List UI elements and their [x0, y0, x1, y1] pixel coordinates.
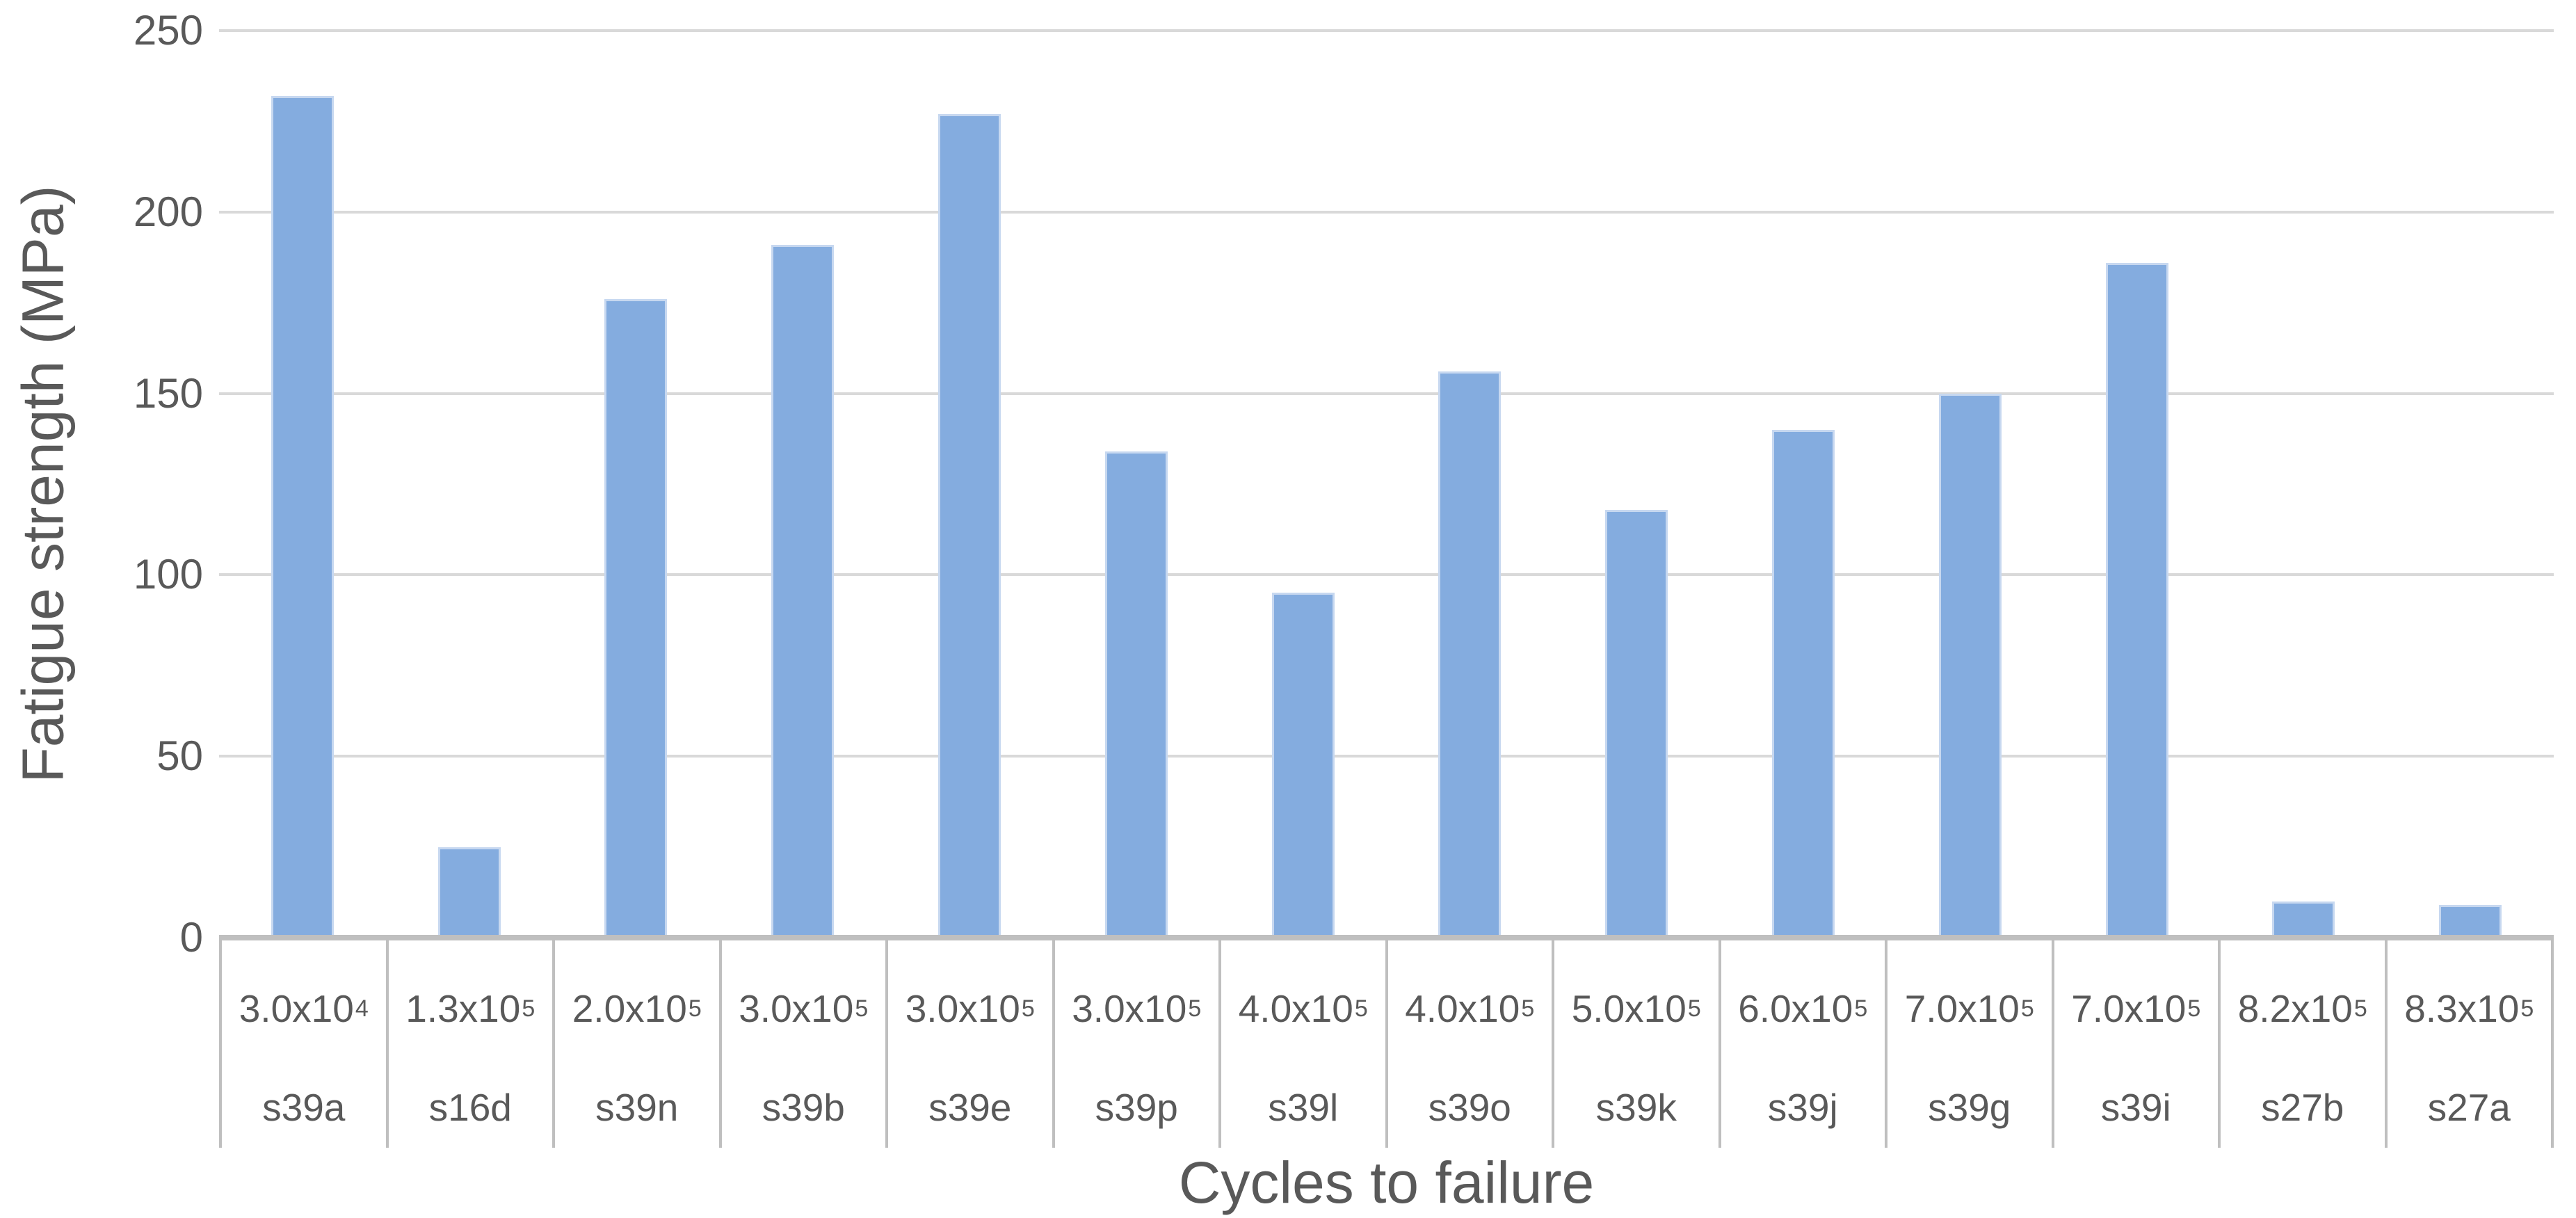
category-cycles-label: 3.0x10 5: [888, 938, 1052, 1080]
category-cycles-label: 3.0x10 5: [1055, 938, 1219, 1080]
category-cell-s39e: 3.0x10 5 s39e: [888, 938, 1055, 1148]
category-specimen-label: s39i: [2100, 1086, 2171, 1130]
category-cycles-label: 3.0x10 4: [222, 938, 386, 1080]
category-specimen-label: s39l: [1268, 1086, 1339, 1130]
cycles-exponent: 5: [2520, 995, 2534, 1022]
category-cell-s39a: 3.0x10 4 s39a: [219, 938, 389, 1148]
cycles-exponent: 5: [1854, 995, 1868, 1022]
bar-s39j: [1772, 430, 1835, 938]
category-cycles-label: 7.0x10 5: [1887, 938, 2052, 1080]
category-specimen-label: s16d: [428, 1086, 512, 1130]
category-cycles-label: 4.0x10 5: [1388, 938, 1552, 1080]
y-tick-label-100: 100: [133, 551, 203, 598]
category-cell-s39l: 4.0x10 5 s39l: [1221, 938, 1388, 1148]
cycles-mantissa: 3.0x10: [1072, 987, 1187, 1031]
category-specimen-label: s39p: [1095, 1086, 1178, 1130]
category-cycles-label: 4.0x10 5: [1221, 938, 1385, 1080]
bar-s39a: [271, 96, 334, 938]
category-cell-s39k: 5.0x10 5 s39k: [1554, 938, 1721, 1148]
category-specimen-label: s39j: [1767, 1086, 1838, 1130]
bar-s39b: [771, 245, 834, 938]
category-specimen-label: s39o: [1428, 1086, 1511, 1130]
y-axis-title: Fatigue strength (MPa): [10, 185, 76, 783]
cycles-mantissa: 1.3x10: [405, 987, 521, 1031]
category-cell-s39g: 7.0x10 5 s39g: [1887, 938, 2054, 1148]
category-cell-s16d: 1.3x10 5 s16d: [389, 938, 555, 1148]
category-specimen-label: s39n: [595, 1086, 679, 1130]
category-cell-s39o: 4.0x10 5 s39o: [1388, 938, 1554, 1148]
y-tick-label-200: 200: [133, 189, 203, 235]
bar-s39o: [1438, 371, 1501, 938]
gridline-150: [219, 392, 2554, 395]
x-axis-title: Cycles to failure: [1178, 1150, 1595, 1215]
bar-s39n: [604, 299, 667, 938]
cycles-mantissa: 3.0x10: [739, 987, 854, 1031]
cycles-exponent: 5: [522, 995, 536, 1022]
y-tick-label-50: 50: [156, 732, 203, 779]
cycles-exponent: 5: [1687, 995, 1701, 1022]
x-axis-label-strip: 3.0x10 4 s39a 1.3x10 5 s16d 2.0x10 5 s39n 3.0x10 5…: [219, 938, 2554, 1148]
bar-s39k: [1605, 510, 1668, 938]
cycles-exponent: 5: [688, 995, 702, 1022]
cycles-exponent: 5: [1521, 995, 1535, 1022]
cycles-exponent: 5: [855, 995, 869, 1022]
cycles-exponent: 4: [355, 995, 369, 1022]
cycles-mantissa: 6.0x10: [1738, 987, 1853, 1031]
category-cell-s27b: 8.2x10 5 s27b: [2221, 938, 2388, 1148]
gridline-250: [219, 29, 2554, 32]
category-specimen-label: s39g: [1928, 1086, 2011, 1130]
bar-s39l: [1272, 593, 1335, 938]
cycles-exponent: 5: [2187, 995, 2201, 1022]
gridline-50: [219, 755, 2554, 758]
category-cycles-label: 5.0x10 5: [1554, 938, 1718, 1080]
bar-s16d: [438, 847, 501, 938]
cycles-mantissa: 7.0x10: [2071, 987, 2187, 1031]
category-specimen-label: s27a: [2427, 1086, 2511, 1130]
category-cell-s39n: 2.0x10 5 s39n: [555, 938, 722, 1148]
cycles-exponent: 5: [1021, 995, 1035, 1022]
cycles-exponent: 5: [1354, 995, 1368, 1022]
cycles-mantissa: 8.3x10: [2404, 987, 2520, 1031]
cycles-mantissa: 2.0x10: [572, 987, 687, 1031]
cycles-mantissa: 3.0x10: [239, 987, 354, 1031]
category-cycles-label: 6.0x10 5: [1721, 938, 1885, 1080]
category-specimen-label: s39k: [1595, 1086, 1677, 1130]
bar-s39p: [1105, 451, 1168, 938]
bar-s27a: [2439, 905, 2502, 938]
category-cycles-label: 3.0x10 5: [722, 938, 886, 1080]
category-cycles-label: 1.3x10 5: [389, 938, 553, 1080]
category-cell-s39p: 3.0x10 5 s39p: [1055, 938, 1221, 1148]
y-tick-label-150: 150: [133, 370, 203, 417]
cycles-exponent: 5: [2020, 995, 2034, 1022]
category-cycles-label: 7.0x10 5: [2054, 938, 2219, 1080]
category-specimen-label: s39a: [262, 1086, 346, 1130]
cycles-exponent: 5: [2353, 995, 2367, 1022]
cycles-mantissa: 5.0x10: [1571, 987, 1687, 1031]
bar-s39i: [2106, 263, 2168, 938]
category-cell-s39b: 3.0x10 5 s39b: [722, 938, 888, 1148]
bar-s39e: [938, 114, 1001, 938]
cycles-mantissa: 4.0x10: [1405, 987, 1520, 1031]
y-tick-label-0: 0: [179, 914, 203, 961]
bar-s39g: [1939, 394, 2002, 938]
gridline-100: [219, 573, 2554, 576]
category-cycles-label: 8.3x10 5: [2388, 938, 2552, 1080]
y-tick-label-250: 250: [133, 7, 203, 54]
bar-s27b: [2272, 902, 2335, 938]
cycles-mantissa: 8.2x10: [2237, 987, 2353, 1031]
category-cell-s39i: 7.0x10 5 s39i: [2054, 938, 2221, 1148]
category-cell-s27a: 8.3x10 5 s27a: [2388, 938, 2554, 1148]
category-specimen-label: s27b: [2261, 1086, 2344, 1130]
cycles-mantissa: 7.0x10: [1904, 987, 2020, 1031]
cycles-mantissa: 4.0x10: [1238, 987, 1353, 1031]
category-specimen-label: s39e: [928, 1086, 1012, 1130]
category-cycles-label: 8.2x10 5: [2221, 938, 2385, 1080]
category-cell-s39j: 6.0x10 5 s39j: [1721, 938, 1887, 1148]
category-cycles-label: 2.0x10 5: [555, 938, 719, 1080]
gridline-200: [219, 211, 2554, 214]
cycles-mantissa: 3.0x10: [905, 987, 1020, 1031]
cycles-exponent: 5: [1188, 995, 1202, 1022]
category-specimen-label: s39b: [762, 1086, 845, 1130]
